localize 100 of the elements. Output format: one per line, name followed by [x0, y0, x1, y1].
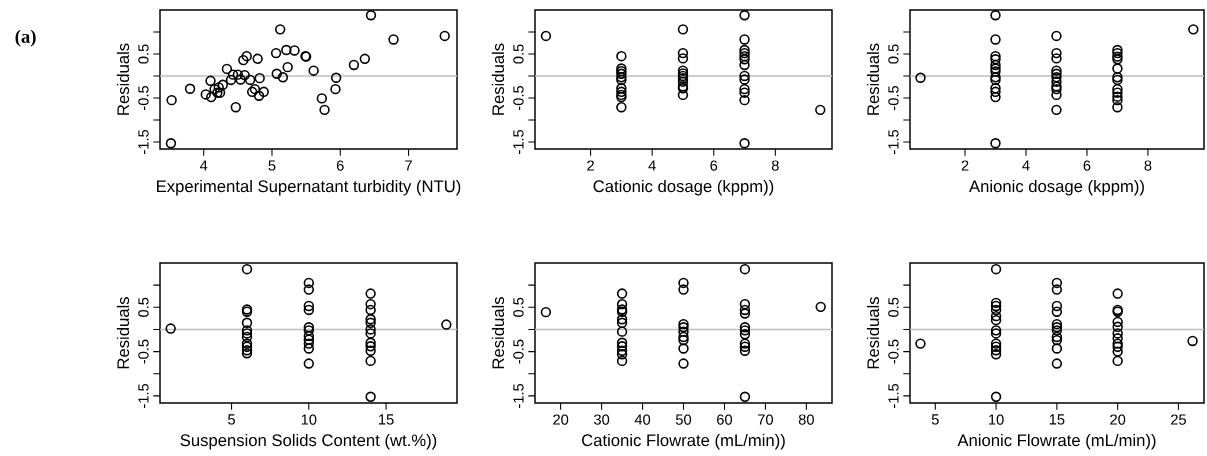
point [1051, 89, 1062, 101]
point [277, 72, 289, 83]
point [1112, 328, 1123, 339]
point [238, 54, 249, 66]
point [1112, 355, 1123, 367]
point [739, 345, 751, 356]
point [1112, 346, 1123, 357]
y-tick-label: -0.5 [138, 85, 149, 110]
point [540, 306, 552, 318]
point [330, 83, 341, 95]
y-tick-label: -1.5 [888, 383, 899, 408]
point [1051, 277, 1063, 289]
x-axis-title: Suspension Solids Content (wt.%)) [180, 433, 437, 450]
point [616, 288, 628, 299]
x-tick-label: 5 [228, 414, 236, 425]
x-tick-label: 5 [931, 414, 939, 425]
point [677, 24, 689, 35]
point [365, 324, 376, 335]
point [990, 34, 1001, 45]
point [316, 93, 328, 104]
point [1051, 72, 1062, 83]
point [990, 50, 1001, 62]
point [616, 337, 628, 348]
point [678, 284, 689, 295]
point [1051, 53, 1062, 64]
x-axis-title: Experimental Supernatant turbidity (NTU) [157, 179, 461, 196]
point [303, 300, 315, 312]
point [365, 304, 376, 316]
x-tick-label: 70 [758, 414, 773, 425]
point [1112, 91, 1123, 102]
point [303, 343, 315, 354]
point [365, 345, 376, 356]
point [254, 72, 265, 84]
point [303, 284, 315, 295]
point [388, 34, 399, 45]
x-tick-label: 15 [1049, 414, 1065, 425]
x-tick-label: 20 [553, 414, 569, 425]
point [678, 322, 689, 333]
x-tick-label: 80 [798, 414, 814, 425]
point [1112, 288, 1123, 299]
x-tick-label: 15 [379, 414, 394, 425]
point [274, 24, 286, 35]
point [253, 90, 265, 101]
point [241, 317, 253, 328]
x-tick-label: 2 [961, 160, 969, 171]
y-tick-label: -0.5 [513, 339, 524, 364]
point [1112, 87, 1123, 98]
point [1187, 335, 1198, 347]
point [217, 79, 229, 90]
point [990, 310, 1002, 322]
y-axis-title: Residuals [116, 297, 130, 369]
point [365, 288, 376, 299]
point [165, 138, 177, 149]
point [441, 319, 452, 330]
x-tick-label: 6 [1083, 160, 1091, 171]
point [1051, 104, 1062, 116]
point [230, 102, 241, 113]
point [244, 74, 256, 86]
point [616, 298, 628, 310]
x-axis-title: Cationic dosage (kppm)) [593, 179, 774, 196]
point [241, 50, 252, 62]
point [166, 94, 177, 106]
point [990, 304, 1002, 316]
point [303, 334, 315, 345]
point [200, 89, 211, 100]
point [1051, 306, 1063, 317]
point [677, 47, 689, 59]
y-tick-label: -1.5 [513, 129, 524, 154]
point [739, 10, 750, 21]
point [1112, 316, 1123, 328]
point [990, 86, 1001, 98]
point [1051, 76, 1062, 87]
x-tick-label: 20 [1110, 414, 1126, 425]
x-tick-label: 50 [675, 414, 692, 425]
x-tick-label: 6 [710, 160, 718, 171]
point [303, 338, 315, 349]
point [739, 138, 750, 149]
y-tick-label: -1.5 [888, 129, 899, 154]
x-tick-label: 4 [199, 160, 208, 171]
point [1051, 284, 1063, 295]
y-tick-label: 0.5 [513, 297, 524, 317]
x-axis-title: Anionic Flowrate (mL/min)) [957, 433, 1156, 450]
x-tick-label: 4 [1022, 160, 1030, 171]
point [1112, 94, 1123, 106]
point [990, 345, 1002, 356]
point [540, 30, 552, 42]
point [739, 329, 751, 340]
y-tick-label: -1.5 [513, 383, 524, 408]
x-tick-label: 7 [405, 160, 412, 171]
point [739, 83, 750, 95]
point [205, 75, 216, 87]
point [308, 65, 319, 76]
point [282, 61, 293, 73]
y-tick-label: -0.5 [888, 339, 899, 364]
y-tick-label: -0.5 [138, 339, 149, 364]
point [990, 314, 1002, 326]
point [616, 102, 627, 113]
y-axis-title: Residuals [866, 297, 880, 369]
point [1051, 343, 1063, 354]
point [739, 70, 750, 82]
